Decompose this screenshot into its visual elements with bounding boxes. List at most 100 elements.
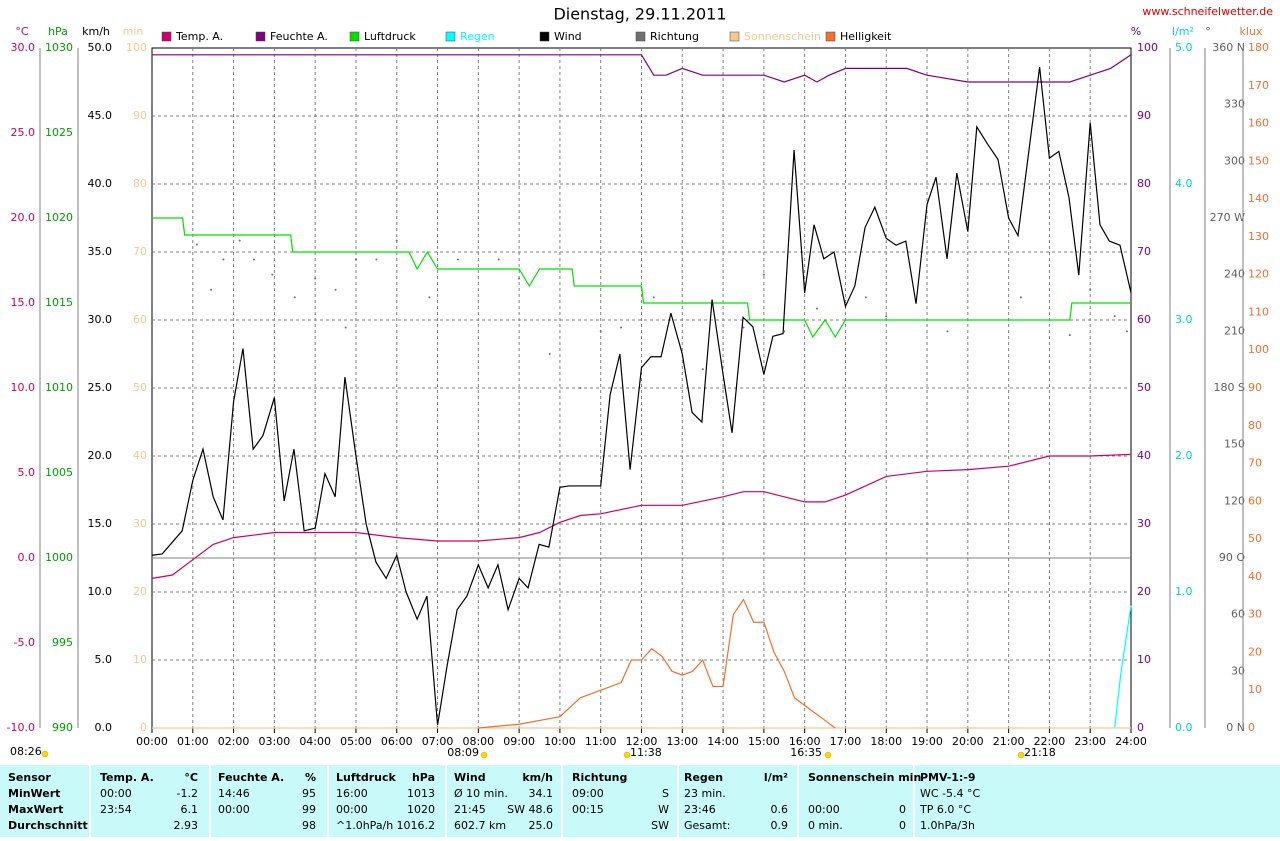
legend-label: Richtung [650, 30, 699, 43]
table-cell: 34.1 [529, 787, 554, 800]
y-tick-label: 90 [1248, 381, 1262, 394]
x-tick-label: 11:00 [585, 735, 617, 748]
table-cell: 0.9 [771, 819, 789, 832]
direction-dot [1089, 288, 1092, 291]
y-tick-label: 80 [133, 177, 147, 190]
x-tick-label: 04:00 [299, 735, 331, 748]
y-tick-label: 60 [1231, 608, 1245, 621]
direction-dot [222, 258, 225, 261]
direction-dot [375, 258, 378, 261]
y-tick-label: 10.0 [11, 381, 36, 394]
table-header: km/h [522, 771, 553, 784]
y-tick-label: 35.0 [88, 245, 113, 258]
direction-dot [599, 330, 602, 333]
y-tick-label: 270 W [1210, 211, 1245, 224]
table-cell: Durchschnitt [8, 819, 88, 832]
y-tick-label: 45.0 [88, 109, 113, 122]
y-tick-label: 120 [1224, 494, 1245, 507]
source-link: www.schneifelwetter.de [1142, 5, 1273, 18]
y-tick-label: 110 [1248, 305, 1269, 318]
y-tick-label: 160 [1248, 117, 1269, 130]
table-cell: 99 [302, 803, 316, 816]
table-cell: 00:00 [808, 803, 840, 816]
y-tick-label: 0.0 [95, 721, 113, 734]
table-cell: 23:54 [100, 803, 132, 816]
y-tick-label: 40 [1248, 570, 1262, 583]
x-tick-label: 01:00 [177, 735, 209, 748]
y-tick-label: 60 [1248, 494, 1262, 507]
y-tick-label: 0.0 [18, 551, 36, 564]
x-tick-label: 10:00 [544, 735, 576, 748]
y-tick-label: 15.0 [11, 296, 36, 309]
sun-icon [623, 751, 631, 759]
table-cell: TP 6.0 °C [919, 803, 971, 816]
y-tick-label: 120 [1248, 268, 1269, 281]
table-header: Richtung [572, 771, 627, 784]
chart-title: Dienstag, 29.11.2011 [553, 5, 726, 24]
direction-dot [946, 330, 949, 333]
series-line [152, 217, 1131, 339]
x-tick-label: 21:00 [993, 735, 1025, 748]
y-tick-label: 90 O [1219, 551, 1245, 564]
table-cell: 09:00 [572, 787, 604, 800]
y-tick-label: 100 [1137, 41, 1158, 54]
y-tick-label: 240 [1224, 268, 1245, 281]
table-cell: 2.93 [174, 819, 199, 832]
y-tick-label: 100 [126, 41, 147, 54]
y-tick-label: 1010 [45, 381, 73, 394]
direction-dot [885, 315, 888, 318]
y-tick-label: 70 [1248, 457, 1262, 470]
direction-dot [344, 326, 347, 329]
legend-swatch [635, 31, 646, 42]
table-header: Sensor [8, 771, 51, 784]
table-cell: Gesamt: [684, 819, 731, 832]
table-cell: Ø 10 min. [454, 787, 508, 800]
direction-dot [815, 307, 818, 310]
direction-dot [252, 258, 255, 261]
y-tick-label: 5.0 [95, 653, 113, 666]
x-tick-label: 24:00 [1115, 735, 1147, 748]
table-cell: 00:00 [100, 787, 132, 800]
table-header: Feuchte A. [218, 771, 284, 784]
y-tick-label: 5.0 [1175, 41, 1193, 54]
table-cell: 95 [302, 787, 316, 800]
y-tick-label: 20.0 [11, 211, 36, 224]
y-tick-label: 20 [1248, 645, 1262, 658]
y-tick-label: 1015 [45, 296, 73, 309]
y-tick-label: 210 [1224, 324, 1245, 337]
y-tick-label: 30 [1231, 664, 1245, 677]
direction-dot [428, 296, 431, 299]
y-tick-label: 170 [1248, 79, 1269, 92]
table-cell: 21:45 [454, 803, 486, 816]
x-tick-label: 19:00 [911, 735, 943, 748]
y-tick-label: 90 [1137, 109, 1151, 122]
y-tick-label: 30 [1248, 608, 1262, 621]
table-cell: SW 48.6 [507, 803, 553, 816]
legend-label: Wind [554, 30, 582, 43]
legend-swatch [255, 31, 266, 42]
legend-swatch [825, 31, 836, 42]
axis-unit: hPa [48, 25, 68, 38]
annotation: 16:35 [790, 746, 822, 759]
series-line [478, 598, 836, 729]
table-header: Luftdruck [336, 771, 397, 784]
y-tick-label: 10 [133, 653, 147, 666]
legend-swatch [349, 31, 360, 42]
direction-dot [334, 288, 337, 291]
y-tick-label: 0 [140, 721, 147, 734]
y-tick-label: 150 [1248, 154, 1269, 167]
table-cell: 14:46 [218, 787, 250, 800]
direction-dot [742, 326, 745, 329]
table-header: hPa [412, 771, 435, 784]
y-tick-label: 15.0 [88, 517, 113, 530]
y-tick-label: 30 [1137, 517, 1151, 530]
y-tick-label: 60 [133, 313, 147, 326]
legend-swatch [539, 31, 550, 42]
y-tick-label: 300 [1224, 154, 1245, 167]
direction-dot [271, 273, 274, 276]
direction-dot [579, 387, 582, 389]
y-tick-label: 30 [133, 517, 147, 530]
series-line [151, 453, 1132, 579]
